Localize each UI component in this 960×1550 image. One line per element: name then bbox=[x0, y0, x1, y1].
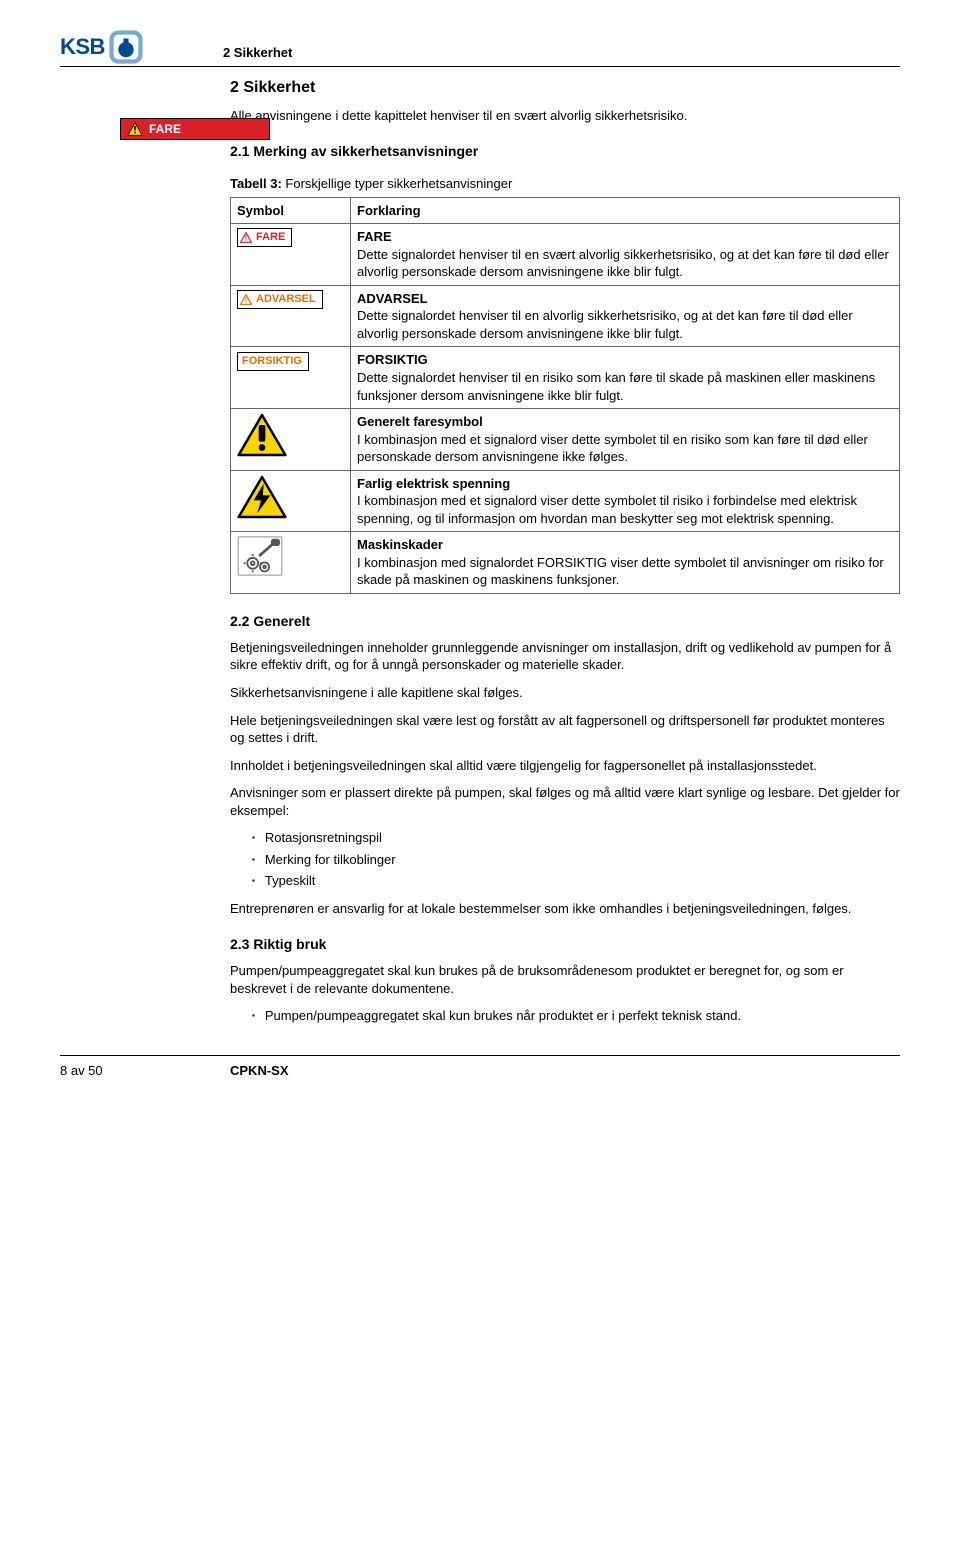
table-row: ! ADVARSEL ADVARSEL Dette signalordet he… bbox=[231, 285, 900, 347]
description-cell: Farlig elektrisk spenning I kombinasjon … bbox=[351, 470, 900, 532]
warning-triangle-icon bbox=[127, 122, 143, 136]
main-content: 2 Sikkerhet Alle anvisningene i dette ka… bbox=[230, 77, 900, 1025]
table-caption: Tabell 3: Forskjellige typer sikkerhetsa… bbox=[230, 175, 900, 193]
col-symbol: Symbol bbox=[231, 197, 351, 224]
table-header-row: Symbol Forklaring bbox=[231, 197, 900, 224]
table-row: Generelt faresymbol I kombinasjon med et… bbox=[231, 409, 900, 471]
page-footer: 8 av 50 CPKN-SX bbox=[60, 1055, 900, 1080]
badge-label: FARE bbox=[256, 230, 285, 245]
row-title: Generelt faresymbol bbox=[357, 414, 483, 429]
logo-text: KSB bbox=[60, 32, 105, 62]
page: KSB 2 Sikkerhet FARE 2 Sikkerhet Alle an… bbox=[60, 30, 900, 1080]
row-title: ADVARSEL bbox=[357, 291, 428, 306]
list-item: Rotasjonsretningspil bbox=[252, 829, 900, 847]
warning-triangle-icon: ! bbox=[240, 232, 252, 243]
description-cell: Generelt faresymbol I kombinasjon med et… bbox=[351, 409, 900, 471]
header-section-label: 2 Sikkerhet bbox=[223, 44, 292, 64]
table-row: FORSIKTIG FORSIKTIG Dette signalordet he… bbox=[231, 347, 900, 409]
general-hazard-icon bbox=[237, 413, 287, 457]
bullet-list: Rotasjonsretningspil Merking for tilkobl… bbox=[252, 829, 900, 890]
logo-icon bbox=[109, 30, 143, 64]
symbol-cell: FORSIKTIG bbox=[231, 347, 351, 409]
symbol-cell: ! FARE bbox=[231, 224, 351, 286]
description-cell: Maskinskader I kombinasjon med signalord… bbox=[351, 532, 900, 594]
body-text: Hele betjeningsveiledningen skal være le… bbox=[230, 712, 900, 747]
svg-text:!: ! bbox=[245, 295, 247, 304]
subsection-2-1-title: 2.1 Merking av sikkerhetsanvisninger bbox=[230, 142, 900, 161]
list-item: Merking for tilkoblinger bbox=[252, 851, 900, 869]
warning-triangle-icon: ! bbox=[240, 294, 252, 305]
row-desc: Dette signalordet henviser til en svært … bbox=[357, 247, 889, 280]
row-title: Farlig elektrisk spenning bbox=[357, 476, 510, 491]
fare-symbol-badge: ! FARE bbox=[237, 228, 292, 247]
badge-label: ADVARSEL bbox=[256, 292, 316, 307]
table-row: Farlig elektrisk spenning I kombinasjon … bbox=[231, 470, 900, 532]
col-explanation: Forklaring bbox=[351, 197, 900, 224]
table-row: ! FARE FARE Dette signalordet henviser t… bbox=[231, 224, 900, 286]
subsection-2-3-title: 2.3 Riktig bruk bbox=[230, 935, 900, 954]
fare-badge: FARE bbox=[120, 118, 270, 140]
intro-text: Alle anvisningene i dette kapittelet hen… bbox=[230, 107, 900, 125]
body-text: Entreprenøren er ansvarlig for at lokale… bbox=[230, 900, 900, 918]
symbol-cell bbox=[231, 470, 351, 532]
left-margin-badge: FARE bbox=[120, 118, 270, 140]
description-cell: ADVARSEL Dette signalordet henviser til … bbox=[351, 285, 900, 347]
body-text: Sikkerhetsanvisningene i alle kapitlene … bbox=[230, 684, 900, 702]
symbol-cell: ! ADVARSEL bbox=[231, 285, 351, 347]
fare-badge-label: FARE bbox=[149, 121, 181, 137]
row-desc: I kombinasjon med et signalord viser det… bbox=[357, 493, 857, 526]
body-text: Betjeningsveiledningen inneholder grunnl… bbox=[230, 639, 900, 674]
footer-page-number: 8 av 50 bbox=[60, 1062, 230, 1080]
page-header: KSB 2 Sikkerhet bbox=[60, 30, 900, 67]
description-cell: FORSIKTIG Dette signalordet henviser til… bbox=[351, 347, 900, 409]
subsection-2-2-title: 2.2 Generelt bbox=[230, 612, 900, 631]
row-title: FARE bbox=[357, 229, 392, 244]
electrical-hazard-icon bbox=[237, 475, 287, 519]
bullet-list: Pumpen/pumpeaggregatet skal kun brukes n… bbox=[252, 1007, 900, 1025]
symbol-cell bbox=[231, 409, 351, 471]
body-text: Innholdet i betjeningsveiledningen skal … bbox=[230, 757, 900, 775]
body-text: Anvisninger som er plassert direkte på p… bbox=[230, 784, 900, 819]
svg-text:!: ! bbox=[245, 234, 247, 243]
badge-label: FORSIKTIG bbox=[242, 354, 302, 369]
body-text: Pumpen/pumpeaggregatet skal kun brukes p… bbox=[230, 962, 900, 997]
table-caption-prefix: Tabell 3: bbox=[230, 176, 282, 191]
description-cell: FARE Dette signalordet henviser til en s… bbox=[351, 224, 900, 286]
symbol-cell bbox=[231, 532, 351, 594]
footer-product-code: CPKN-SX bbox=[230, 1062, 289, 1080]
row-title: FORSIKTIG bbox=[357, 352, 428, 367]
row-desc: I kombinasjon med et signalord viser det… bbox=[357, 432, 868, 465]
logo: KSB bbox=[60, 30, 143, 64]
row-desc: Dette signalordet henviser til en risiko… bbox=[357, 370, 875, 403]
list-item: Typeskilt bbox=[252, 872, 900, 890]
table-caption-text: Forskjellige typer sikkerhetsanvisninger bbox=[285, 176, 512, 191]
machine-damage-icon bbox=[237, 536, 283, 576]
row-title: Maskinskader bbox=[357, 537, 443, 552]
advarsel-symbol-badge: ! ADVARSEL bbox=[237, 290, 323, 309]
table-row: Maskinskader I kombinasjon med signalord… bbox=[231, 532, 900, 594]
row-desc: I kombinasjon med signalordet FORSIKTIG … bbox=[357, 555, 884, 588]
symbol-table: Symbol Forklaring ! FARE FARE Dette sign… bbox=[230, 197, 900, 594]
list-item: Pumpen/pumpeaggregatet skal kun brukes n… bbox=[252, 1007, 900, 1025]
section-title: 2 Sikkerhet bbox=[230, 77, 900, 99]
forsiktig-symbol-badge: FORSIKTIG bbox=[237, 352, 309, 371]
row-desc: Dette signalordet henviser til en alvorl… bbox=[357, 308, 853, 341]
